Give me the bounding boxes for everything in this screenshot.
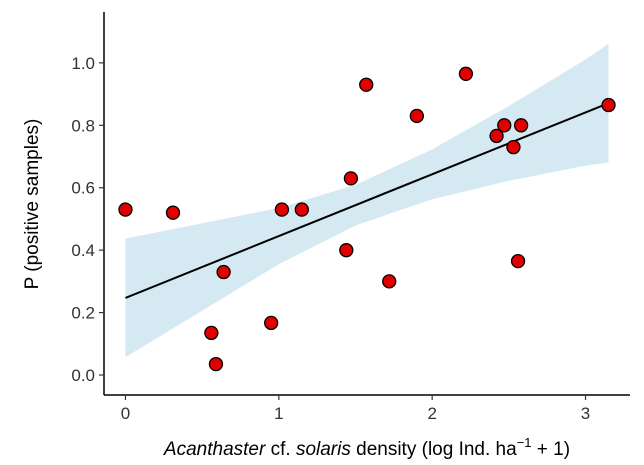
point: [382, 274, 397, 289]
x-tick-label: 2: [427, 404, 436, 423]
point: [204, 325, 219, 341]
point: [294, 202, 309, 217]
x-title-part: solaris: [296, 439, 351, 460]
point: [216, 264, 231, 280]
point: [264, 315, 279, 331]
fit-line: [125, 102, 609, 299]
y-tick-label: 1.0: [71, 54, 95, 73]
point: [339, 243, 354, 258]
y-tick-label: 0.0: [71, 366, 95, 385]
x-tick-label: 1: [274, 404, 283, 423]
point: [118, 202, 133, 217]
point: [458, 66, 474, 81]
point: [601, 97, 616, 113]
point: [489, 128, 504, 144]
y-tick-label: 0.6: [71, 179, 95, 198]
point: [274, 202, 290, 217]
y-axis-title: P (positive samples): [22, 119, 43, 290]
x-title-part: + 1): [532, 439, 571, 460]
x-title-superscript: −1: [517, 435, 532, 450]
y-tick-label: 0.2: [71, 304, 95, 323]
point: [359, 77, 374, 92]
point: [409, 108, 424, 124]
x-title-part: Acanthaster: [163, 439, 266, 460]
x-title-part: density (log Ind. ha: [351, 439, 517, 460]
point: [165, 205, 181, 220]
x-title-part: cf.: [265, 439, 296, 460]
point: [208, 356, 224, 372]
x-axis-title: Acanthaster cf. solaris density (log Ind…: [163, 435, 570, 460]
x-tick-label: 3: [581, 404, 590, 423]
point: [513, 118, 529, 133]
point: [343, 171, 359, 186]
y-tick-label: 0.4: [71, 241, 95, 260]
point: [506, 140, 521, 155]
point: [497, 118, 512, 133]
y-tick-label: 0.8: [71, 116, 95, 135]
x-tick-label: 0: [121, 404, 130, 423]
point: [510, 253, 526, 269]
